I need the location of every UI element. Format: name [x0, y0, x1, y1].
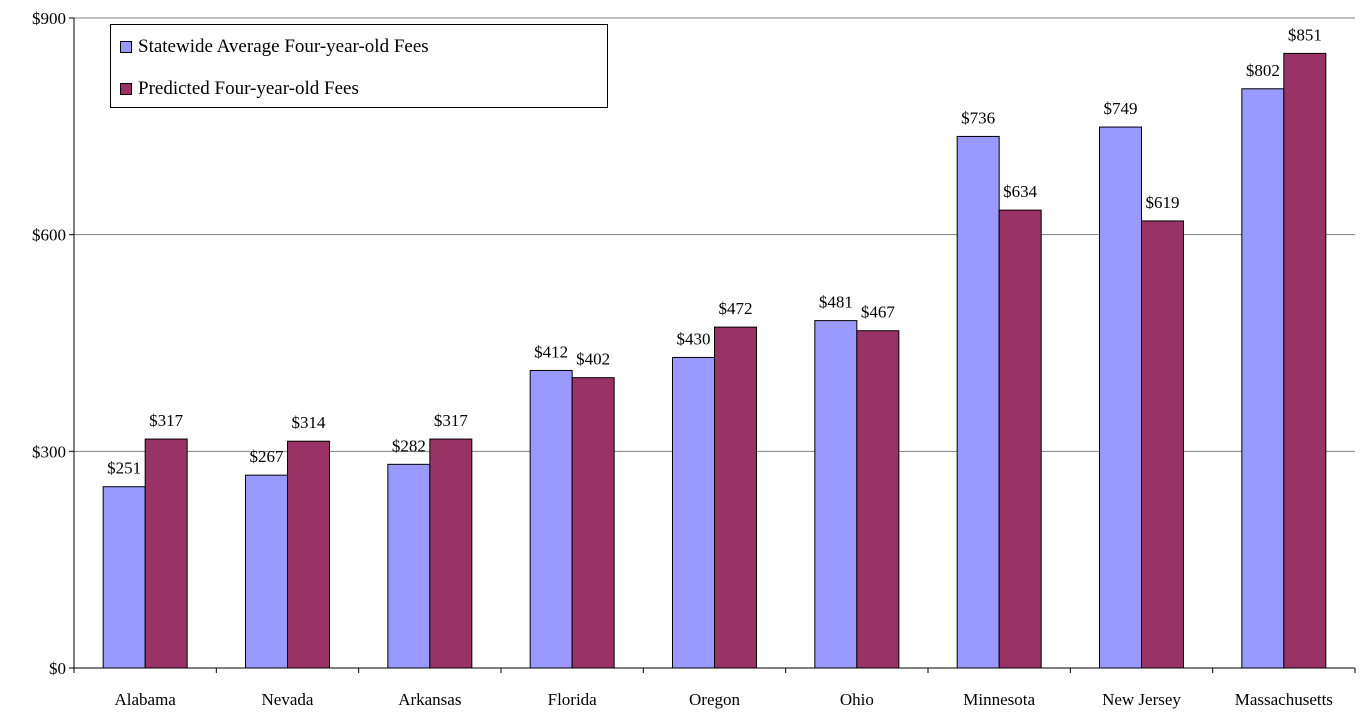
bar [856, 330, 900, 669]
axes [69, 17, 1356, 673]
legend-swatch-statewide [120, 41, 132, 53]
data-label: $472 [719, 299, 753, 318]
data-label: $402 [576, 350, 610, 369]
data-label: $736 [961, 108, 995, 127]
bar [714, 326, 757, 669]
y-tick-label: $600 [32, 226, 66, 245]
bar [1099, 126, 1142, 669]
data-label: $267 [250, 447, 285, 466]
legend-item-statewide: Statewide Average Four-year-old Fees [120, 35, 429, 59]
bar [144, 438, 188, 669]
data-label: $317 [149, 411, 184, 430]
data-label: $634 [1003, 182, 1038, 201]
data-label: $317 [434, 411, 469, 430]
y-tick-label: $0 [49, 659, 66, 678]
bar [672, 356, 715, 669]
x-tick-label: Oregon [689, 690, 740, 709]
y-tick-label: $300 [32, 442, 66, 461]
bar [814, 320, 858, 669]
bar [956, 135, 1000, 669]
data-label: $619 [1146, 193, 1180, 212]
bar [102, 486, 146, 669]
data-label: $412 [534, 342, 568, 361]
x-tick-label: Minnesota [963, 690, 1035, 709]
bar [529, 369, 573, 669]
bar [998, 209, 1042, 669]
data-label: $749 [1104, 99, 1138, 118]
x-tick-label: Alabama [114, 690, 176, 709]
legend-label-predicted: Predicted Four-year-old Fees [138, 78, 359, 99]
data-label: $467 [861, 303, 896, 322]
data-label: $430 [677, 329, 711, 348]
bar [571, 377, 615, 669]
legend-label-statewide: Statewide Average Four-year-old Fees [138, 36, 429, 57]
bars [102, 52, 1327, 669]
x-tick-label: Florida [548, 690, 598, 709]
x-tick-label: Nevada [262, 690, 314, 709]
x-tick-label: Arkansas [398, 690, 461, 709]
bar [287, 440, 330, 669]
data-label: $802 [1246, 61, 1280, 80]
bar [1283, 52, 1327, 669]
y-tick-label: $900 [32, 9, 66, 28]
bar [387, 463, 431, 669]
y-tick-labels: $0 $300 $600 $900 [32, 9, 66, 678]
x-tick-label: Massachusetts [1235, 690, 1333, 709]
x-tick-label: Ohio [840, 690, 874, 709]
x-tick-labels: Alabama Nevada Arkansas Florida Oregon Ohio Mi… [114, 690, 1332, 709]
data-labels: $251 $317 $267 $314 $282 $317 $412 $402 $430 $472… [107, 25, 1322, 477]
x-tick-label: New Jersey [1102, 690, 1181, 709]
bar [1141, 220, 1184, 669]
data-label: $251 [107, 459, 141, 478]
data-label: $282 [392, 436, 426, 455]
bar [1241, 88, 1285, 669]
bar [245, 474, 288, 669]
data-label: $314 [292, 413, 327, 432]
legend: Statewide Average Four-year-old Fees Pre… [110, 24, 608, 108]
data-label: $481 [819, 293, 853, 312]
legend-item-predicted: Predicted Four-year-old Fees [120, 77, 359, 101]
legend-swatch-predicted [120, 83, 132, 95]
bar [429, 438, 473, 669]
data-label: $851 [1288, 25, 1322, 44]
